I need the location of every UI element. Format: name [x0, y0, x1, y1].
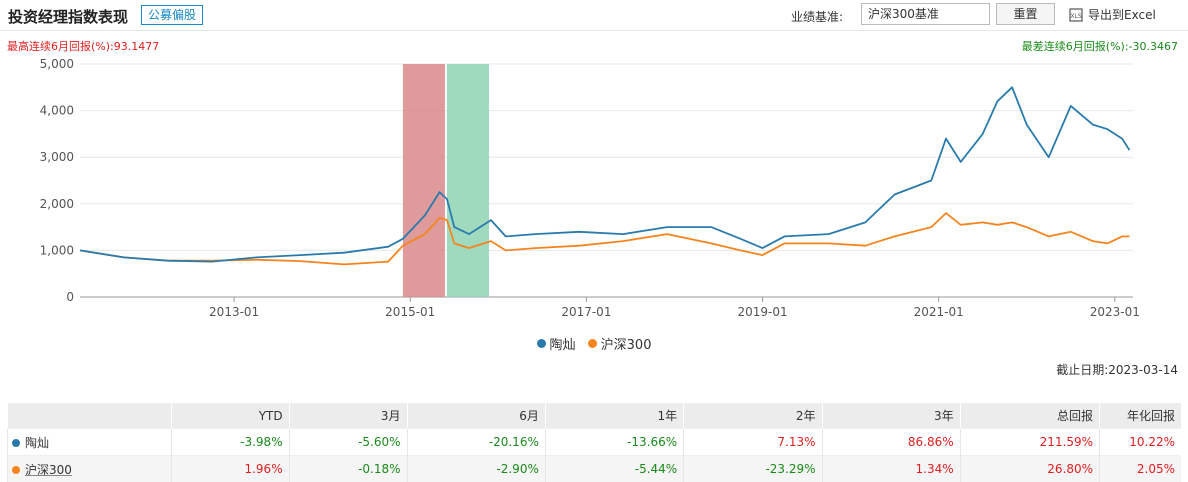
benchmark-legend-dot	[587, 339, 597, 348]
table-cell: 1.34%	[821, 455, 961, 482]
shaded-period-green	[446, 64, 489, 297]
x-tick-label: 2013-01	[209, 305, 259, 319]
table-header-row: YTD 3月 6月 1年 2年 3年 总回报 年化回报	[7, 403, 1181, 429]
cutoff-label: 截止日期:	[1056, 363, 1109, 377]
benchmark-label: 业绩基准:	[791, 10, 844, 24]
x-tick-label: 2015-01	[385, 305, 435, 319]
manager-row-dot	[12, 439, 20, 447]
row-name-manager[interactable]: 陶灿	[7, 428, 172, 456]
performance-table: YTD 3月 6月 1年 2年 3年 总回报 年化回报 陶灿 -3.98% -5…	[7, 403, 1181, 482]
y-tick-label: 3,000	[40, 150, 74, 164]
export-label: 导出到Excel	[1088, 8, 1156, 22]
x-tick-label: 2021-01	[914, 305, 964, 319]
table-cell: -13.66%	[544, 428, 684, 456]
page-title: 投资经理指数表现	[8, 8, 129, 26]
export-excel-button[interactable]: XLS 导出到Excel	[1069, 6, 1156, 23]
table-cell: -5.60%	[288, 428, 408, 456]
reset-button[interactable]: 重置	[996, 3, 1055, 25]
table-cell: 86.86%	[821, 428, 961, 456]
col-header-3y: 3年	[821, 403, 961, 429]
category-tag[interactable]: 公募偏股	[141, 5, 204, 25]
col-header-3m: 3月	[288, 403, 408, 429]
series-line-1	[79, 212, 1130, 266]
cutoff-date: 截止日期:2023-03-14	[1056, 361, 1178, 378]
row-name-label: 陶灿	[25, 435, 50, 450]
y-tick-label: 1,000	[40, 243, 74, 257]
col-header-2y: 2年	[683, 403, 823, 429]
table-cell: -23.29%	[683, 455, 823, 482]
table-cell: 211.59%	[959, 428, 1100, 456]
col-header-total: 总回报	[959, 403, 1100, 429]
min-6m-return-value: -30.3467	[1128, 40, 1178, 53]
excel-icon: XLS	[1069, 7, 1083, 22]
row-name-label: 沪深300	[25, 462, 72, 477]
col-header-ytd: YTD	[170, 403, 290, 429]
table-row: 沪深300 1.96% -0.18% -2.90% -5.44% -23.29%…	[7, 455, 1181, 482]
legend-item-benchmark[interactable]: 沪深300	[587, 334, 652, 353]
x-tick-label: 2017-01	[561, 305, 611, 319]
performance-chart[interactable]: 0 1,000 2,000 3,000 4,000 5,000 2013-01 2015-01…	[0, 56, 1188, 326]
legend-item-manager[interactable]: 陶灿	[536, 334, 576, 353]
x-tick-label: 2019-01	[737, 305, 787, 319]
chart-legend: 陶灿 沪深300	[0, 334, 1188, 353]
max-6m-return-label: 最高连续6月回报(%):	[7, 40, 114, 53]
table-cell: -3.98%	[170, 428, 290, 456]
legend-label-manager: 陶灿	[549, 338, 576, 353]
cutoff-value: 2023-03-14	[1108, 363, 1178, 377]
y-tick-label: 5,000	[40, 57, 74, 71]
shaded-period-red	[402, 64, 445, 297]
y-tick-label: 0	[66, 290, 74, 304]
col-header-1y: 1年	[544, 403, 684, 429]
col-header-annual: 年化回报	[1099, 403, 1181, 429]
table-cell: -2.90%	[406, 455, 546, 482]
benchmark-select[interactable]: 沪深300基准	[861, 3, 990, 25]
header-bar: 投资经理指数表现 公募偏股 业绩基准: 沪深300基准 重置 XLS 导出到Ex…	[0, 0, 1188, 31]
manager-legend-dot	[536, 339, 546, 348]
max-6m-return-value: 93.1477	[113, 40, 160, 53]
table-cell: 26.80%	[959, 455, 1100, 482]
table-cell: 10.22%	[1099, 428, 1181, 456]
table-cell: -5.44%	[544, 455, 684, 482]
legend-label-benchmark: 沪深300	[600, 338, 652, 353]
series-line-0	[79, 86, 1131, 263]
min-6m-return-label: 最差连续6月回报(%):	[1021, 40, 1129, 53]
table-cell: 7.13%	[683, 428, 823, 456]
svg-text:XLS: XLS	[1070, 13, 1081, 20]
table-cell: 2.05%	[1099, 455, 1181, 482]
table-cell: -0.18%	[288, 455, 408, 482]
x-tick-label: 2023-01	[1090, 305, 1140, 319]
y-tick-label: 2,000	[40, 197, 74, 211]
benchmark-row-dot	[12, 466, 20, 474]
row-name-benchmark[interactable]: 沪深300	[7, 455, 172, 482]
min-6m-return: 最差连续6月回报(%):-30.3467	[1022, 38, 1178, 54]
table-row: 陶灿 -3.98% -5.60% -20.16% -13.66% 7.13% 8…	[7, 428, 1181, 456]
col-header-6m: 6月	[406, 403, 546, 429]
col-header-name	[7, 403, 172, 429]
max-6m-return: 最高连续6月回报(%):93.1477	[7, 38, 159, 54]
y-tick-label: 4,000	[40, 104, 74, 118]
table-cell: 1.96%	[170, 455, 290, 482]
table-cell: -20.16%	[406, 428, 546, 456]
